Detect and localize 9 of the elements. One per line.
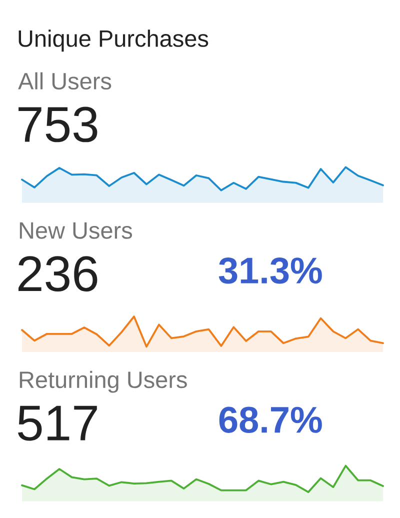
text: 31.3% — [218, 257, 322, 284]
text: 236 — [18, 256, 98, 292]
text: 753 — [18, 106, 98, 142]
chart-subtitle: All Users — [18, 72, 112, 90]
text: 68.7% — [219, 406, 322, 433]
chart-title: Returning Users — [20, 370, 187, 393]
chart-title: Unique Purchases — [18, 30, 208, 52]
text: 517 — [18, 406, 97, 441]
chart-title: New Users — [20, 222, 132, 239]
